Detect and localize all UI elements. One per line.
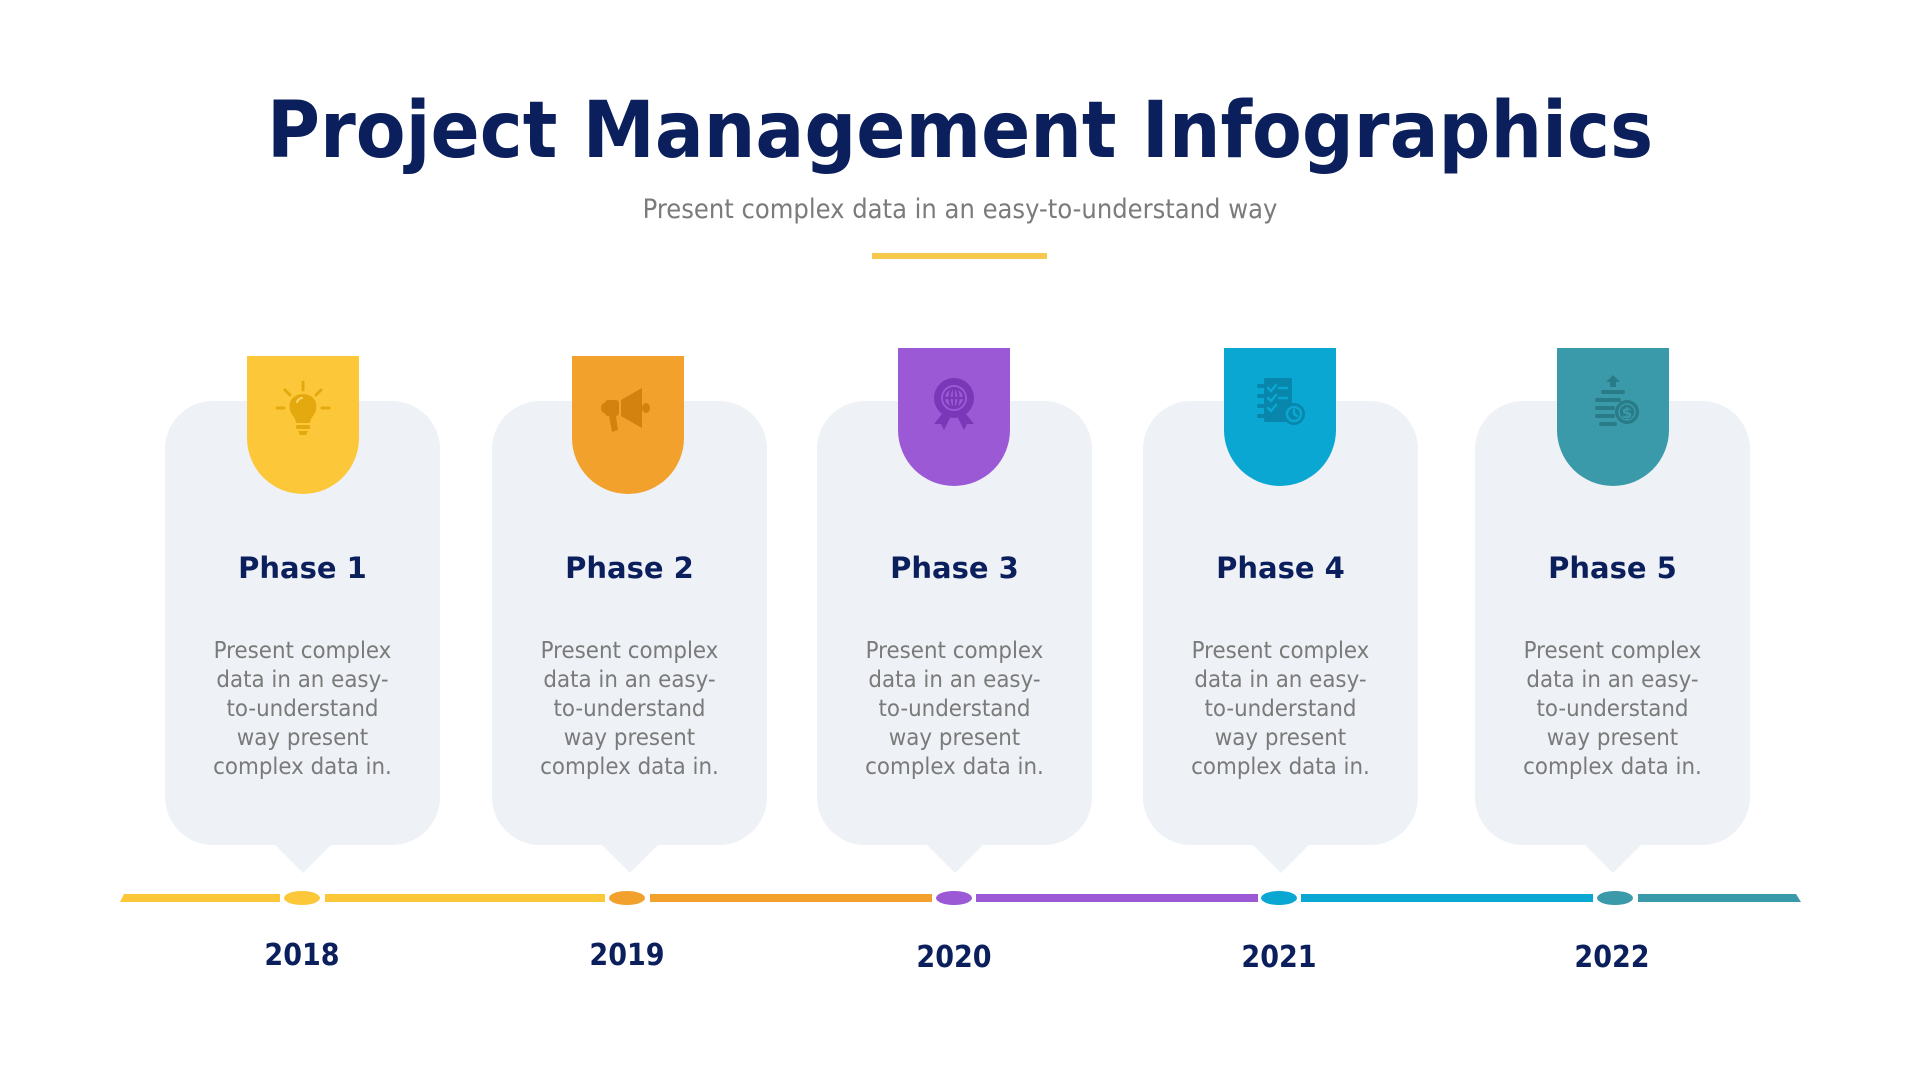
svg-text:$: $ — [1622, 404, 1632, 422]
phase-card-4: Phase 4 Present complex data in an easy-… — [1143, 401, 1418, 873]
phase-badge-2 — [572, 356, 684, 494]
phase-title: Phase 4 — [1216, 551, 1345, 585]
timeline-segment — [1638, 894, 1801, 902]
timeline-dot-2021 — [1261, 891, 1297, 905]
phase-badge-3 — [898, 348, 1010, 486]
phase-title: Phase 5 — [1548, 551, 1677, 585]
timeline-segment — [1301, 894, 1593, 902]
checklist-clock-icon — [1257, 378, 1305, 425]
phase-badge-4 — [1224, 348, 1336, 486]
card-pointer — [1252, 845, 1309, 873]
title-divider — [872, 253, 1047, 259]
lightbulb-icon — [275, 380, 331, 435]
year-label: 2018 — [264, 938, 340, 973]
timeline-dot-2018 — [284, 891, 320, 905]
timeline-dot-2022 — [1597, 891, 1633, 905]
phase-description: Present complex data in an easy- to-unde… — [1191, 638, 1370, 780]
timeline-dot-2019 — [609, 891, 645, 905]
page-subtitle: Present complex data in an easy-to-under… — [642, 194, 1278, 225]
year-label: 2019 — [589, 938, 665, 973]
card-pointer — [1584, 845, 1641, 873]
timeline-segment — [325, 894, 605, 902]
phase-badge-5: $ — [1557, 348, 1669, 486]
phase-description: Present complex data in an easy- to-unde… — [865, 638, 1044, 780]
phase-title: Phase 3 — [890, 551, 1019, 585]
phase-card-1: Phase 1 Present complex data in an easy-… — [165, 401, 440, 873]
year-label: 2020 — [916, 940, 992, 975]
phase-description: Present complex data in an easy- to-unde… — [1523, 638, 1702, 780]
timeline-dot-2020 — [936, 891, 972, 905]
page-title: Project Management Infographics — [266, 86, 1654, 176]
year-label: 2022 — [1574, 940, 1650, 975]
phase-description: Present complex data in an easy- to-unde… — [213, 638, 392, 780]
card-pointer — [601, 845, 658, 873]
phase-badge-1 — [247, 356, 359, 494]
card-pointer — [274, 845, 331, 873]
phase-title: Phase 1 — [238, 551, 367, 585]
phase-title: Phase 2 — [565, 551, 694, 585]
year-label: 2021 — [1241, 940, 1317, 975]
globe-award-icon — [934, 378, 974, 430]
money-stack-upload-icon: $ — [1595, 375, 1639, 426]
timeline-segment — [976, 894, 1258, 902]
timeline-segment — [650, 894, 932, 902]
timeline-segment — [120, 894, 280, 902]
megaphone-icon — [601, 388, 650, 432]
card-pointer — [926, 845, 983, 873]
phase-description: Present complex data in an easy- to-unde… — [540, 638, 719, 780]
